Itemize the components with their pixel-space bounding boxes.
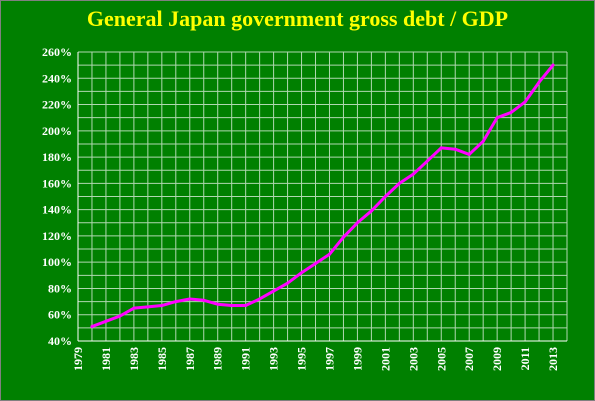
y-tick-label: 40% — [48, 334, 72, 348]
data-point — [551, 63, 555, 67]
data-point — [188, 297, 192, 301]
x-tick-label: 1995 — [295, 347, 309, 371]
x-tick-label: 2001 — [378, 347, 392, 371]
data-point — [104, 319, 108, 323]
data-point — [411, 172, 415, 176]
x-tick-label: 2009 — [490, 347, 504, 371]
data-point — [202, 298, 206, 302]
data-point — [272, 289, 276, 293]
y-tick-label: 140% — [42, 203, 72, 217]
x-tick-label: 1993 — [267, 347, 281, 371]
series-layer — [90, 63, 555, 329]
data-point — [327, 252, 331, 256]
y-tick-label: 60% — [48, 308, 72, 322]
data-point — [481, 139, 485, 143]
data-point — [439, 146, 443, 150]
y-tick-label: 180% — [42, 150, 72, 164]
y-tick-label: 120% — [42, 229, 72, 243]
x-tick-label: 1981 — [99, 347, 113, 371]
x-tick-label: 2011 — [518, 347, 532, 370]
x-tick-label: 1985 — [155, 347, 169, 371]
x-tick-label: 1979 — [71, 347, 85, 371]
y-axis-ticks: 40% 60% 80% 100% 120% 140% 160% 180% 200% 220% 240… — [42, 45, 72, 348]
y-tick-label: 160% — [42, 176, 72, 190]
data-point — [160, 304, 164, 308]
y-tick-label: 100% — [42, 255, 72, 269]
data-point — [314, 261, 318, 265]
series-line — [90, 63, 555, 329]
data-point — [467, 152, 471, 156]
data-point — [397, 181, 401, 185]
y-tick-label: 240% — [42, 71, 72, 85]
data-point — [258, 297, 262, 301]
y-tick-label: 80% — [48, 281, 72, 295]
x-axis-ticks: 1979 1981 1983 1985 1987 1989 1991 1993 1995 1997… — [71, 347, 560, 371]
data-point — [537, 80, 541, 84]
data-point — [300, 271, 304, 275]
data-point — [216, 302, 220, 306]
data-point — [495, 116, 499, 120]
data-point — [230, 304, 234, 308]
data-point — [425, 159, 429, 163]
x-tick-label: 1983 — [127, 347, 141, 371]
x-tick-label: 1989 — [211, 347, 225, 371]
x-tick-label: 1987 — [183, 347, 197, 371]
data-point — [244, 304, 248, 308]
data-point — [146, 305, 150, 309]
data-point — [118, 314, 122, 318]
x-tick-label: 1999 — [350, 347, 364, 371]
data-point — [509, 110, 513, 114]
chart-title: General Japan government gross debt / GD… — [86, 6, 509, 31]
x-tick-label: 1991 — [239, 347, 253, 371]
data-point — [383, 195, 387, 198]
data-point — [523, 100, 527, 104]
x-tick-label: 2013 — [546, 347, 560, 371]
y-tick-label: 260% — [42, 45, 72, 59]
x-tick-label: 2007 — [462, 347, 476, 371]
y-tick-label: 200% — [42, 124, 72, 138]
x-tick-label: 2003 — [406, 347, 420, 371]
data-point — [369, 209, 373, 213]
data-point — [453, 147, 457, 151]
data-point — [174, 300, 178, 304]
data-point — [355, 221, 359, 225]
y-tick-label: 220% — [42, 98, 72, 112]
data-point — [341, 235, 345, 239]
data-point — [90, 325, 94, 329]
x-tick-label: 2005 — [434, 347, 448, 371]
data-point — [286, 281, 290, 285]
x-tick-label: 1997 — [322, 347, 336, 371]
data-point — [132, 306, 136, 310]
gridlines — [77, 51, 568, 342]
